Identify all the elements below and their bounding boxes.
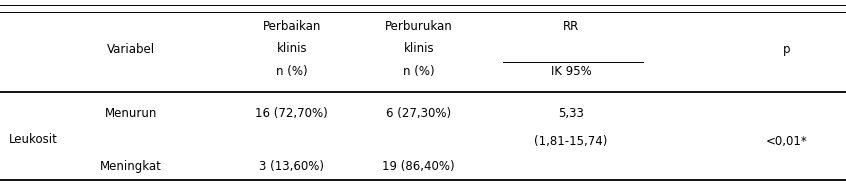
Text: IK 95%: IK 95% bbox=[551, 65, 591, 78]
Text: Meningkat: Meningkat bbox=[100, 160, 162, 173]
Text: Perbaikan: Perbaikan bbox=[262, 20, 321, 33]
Text: klinis: klinis bbox=[277, 42, 307, 55]
Text: Perburukan: Perburukan bbox=[385, 20, 453, 33]
Text: p: p bbox=[783, 43, 790, 56]
Text: 3 (13,60%): 3 (13,60%) bbox=[260, 160, 324, 173]
Text: 6 (27,30%): 6 (27,30%) bbox=[387, 107, 451, 120]
Text: 19 (86,40%): 19 (86,40%) bbox=[382, 160, 455, 173]
Text: 5,33: 5,33 bbox=[558, 107, 584, 120]
Text: Variabel: Variabel bbox=[107, 43, 155, 56]
Text: RR: RR bbox=[563, 20, 580, 33]
Text: <0,01*: <0,01* bbox=[766, 135, 808, 148]
Text: klinis: klinis bbox=[404, 42, 434, 55]
Text: Menurun: Menurun bbox=[105, 107, 157, 120]
Text: n (%): n (%) bbox=[276, 65, 308, 78]
Text: Leukosit: Leukosit bbox=[8, 133, 58, 146]
Text: (1,81-15,74): (1,81-15,74) bbox=[535, 135, 607, 148]
Text: n (%): n (%) bbox=[403, 65, 435, 78]
Text: 16 (72,70%): 16 (72,70%) bbox=[255, 107, 328, 120]
